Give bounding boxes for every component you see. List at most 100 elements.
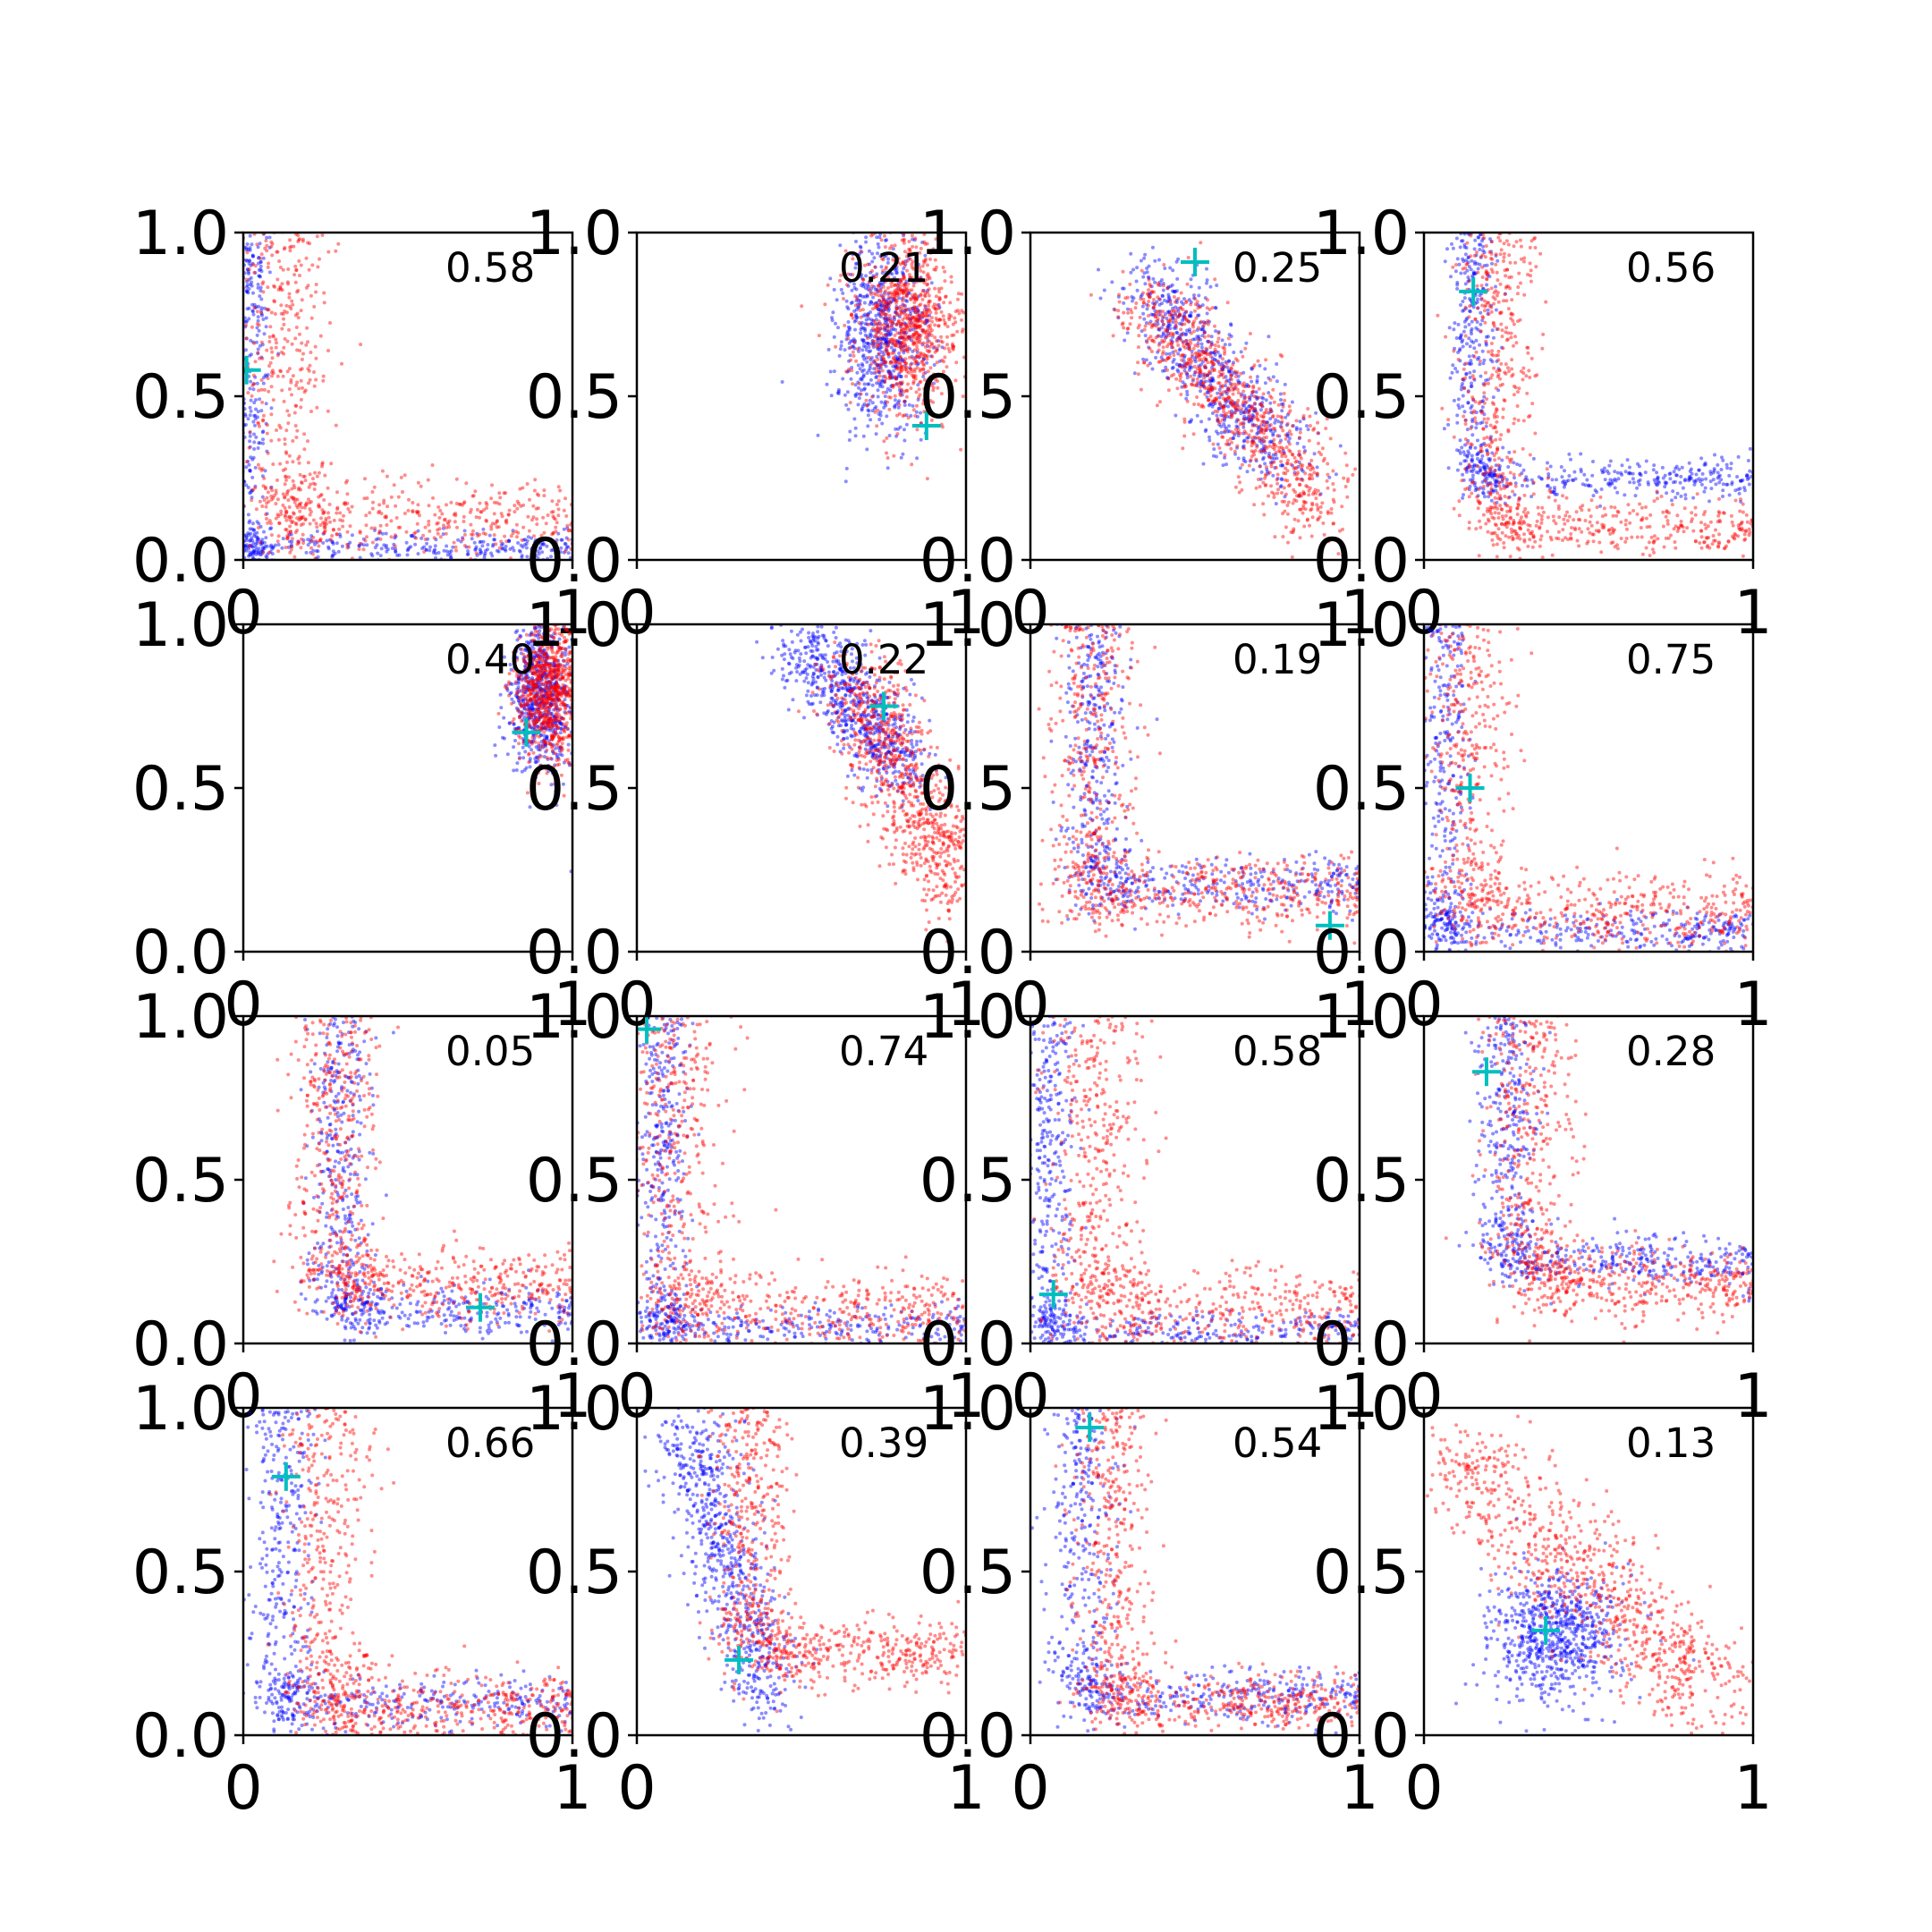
point-red — [299, 263, 303, 267]
point-red — [1306, 407, 1310, 411]
point-red — [567, 528, 572, 532]
point-red — [1158, 400, 1162, 404]
point-red — [266, 265, 270, 269]
point-blue — [877, 348, 882, 352]
point-blue — [877, 411, 881, 416]
point-blue — [1485, 263, 1489, 267]
point-red — [882, 233, 886, 238]
point-red — [905, 348, 910, 352]
point-blue — [1494, 254, 1498, 258]
point-red — [884, 345, 888, 350]
point-red — [336, 242, 341, 246]
point-blue — [256, 285, 260, 290]
point-red — [1284, 433, 1288, 437]
point-blue — [900, 297, 904, 301]
point-blue — [871, 341, 876, 345]
point-blue — [1241, 410, 1246, 414]
point-red — [566, 529, 571, 533]
point-red — [301, 521, 305, 526]
point-blue — [1471, 272, 1476, 276]
point-red — [925, 283, 929, 287]
point-blue — [1471, 467, 1476, 471]
point-blue — [1174, 305, 1178, 309]
point-red — [893, 358, 897, 362]
point-red — [1179, 371, 1183, 376]
point-red — [371, 500, 375, 504]
point-blue — [1157, 280, 1162, 284]
point-red — [879, 363, 883, 368]
point-blue — [1153, 280, 1157, 284]
point-red — [289, 547, 293, 552]
point-red — [1219, 364, 1224, 369]
point-red — [893, 289, 897, 293]
point-blue — [244, 536, 249, 540]
point-blue — [867, 342, 871, 346]
point-red — [1216, 410, 1220, 414]
point-red — [918, 393, 922, 397]
point-blue — [1182, 359, 1186, 363]
point-blue — [1292, 470, 1297, 475]
point-blue — [1465, 316, 1470, 320]
point-blue — [1474, 470, 1479, 474]
point-blue — [903, 262, 908, 267]
point-blue — [251, 291, 255, 295]
point-red — [896, 260, 901, 265]
point-red — [288, 530, 292, 534]
point-blue — [880, 358, 885, 362]
point-red — [1201, 382, 1206, 386]
point-red — [1163, 327, 1167, 332]
point-blue — [1579, 470, 1583, 474]
point-blue — [1168, 284, 1173, 289]
point-red — [300, 480, 303, 485]
point-blue — [896, 285, 901, 290]
point-red — [1229, 412, 1233, 417]
point-red — [1326, 486, 1330, 490]
point-red — [899, 366, 903, 370]
point-blue — [1275, 362, 1279, 366]
point-blue — [1190, 365, 1194, 369]
point-red — [1121, 321, 1125, 326]
point-blue — [1265, 420, 1268, 425]
point-red — [1176, 335, 1181, 340]
point-red — [284, 528, 288, 531]
point-blue — [1197, 285, 1201, 290]
point-red — [321, 511, 326, 515]
point-blue — [866, 424, 870, 428]
point-red — [296, 539, 301, 544]
point-blue — [828, 276, 833, 281]
point-blue — [1562, 479, 1566, 483]
point-blue — [1177, 364, 1182, 369]
point-red — [859, 392, 863, 396]
point-blue — [861, 338, 865, 343]
point-blue — [896, 401, 901, 405]
point-blue — [1213, 357, 1216, 361]
point-blue — [1198, 371, 1202, 376]
point-red — [1257, 395, 1261, 400]
point-blue — [1204, 428, 1208, 432]
point-red — [514, 522, 519, 527]
point-red — [890, 337, 894, 342]
point-blue — [1708, 470, 1713, 474]
point-blue — [916, 361, 920, 366]
point-red — [269, 370, 274, 375]
point-blue — [248, 434, 252, 438]
point-red — [1183, 345, 1188, 350]
point-blue — [252, 549, 257, 553]
point-blue — [884, 299, 888, 303]
point-red — [1210, 360, 1215, 363]
point-red — [1241, 381, 1246, 386]
point-red — [278, 462, 283, 466]
point-blue — [1488, 457, 1492, 462]
point-red — [308, 242, 312, 246]
point-red — [340, 361, 343, 366]
point-red — [943, 355, 947, 360]
point-red — [903, 336, 907, 341]
point-blue — [1605, 469, 1609, 473]
point-red — [894, 283, 899, 287]
point-blue — [1607, 483, 1612, 487]
point-blue — [1495, 360, 1499, 363]
point-blue — [1699, 456, 1704, 461]
point-red — [264, 487, 267, 491]
point-blue — [1482, 478, 1487, 482]
point-blue — [1513, 476, 1516, 480]
